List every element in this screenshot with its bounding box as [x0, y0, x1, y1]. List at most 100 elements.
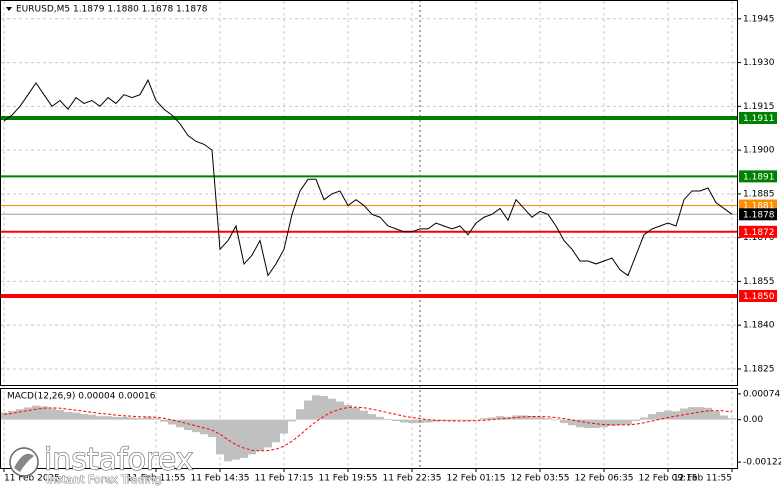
watermark-brand: instaforex [44, 443, 193, 478]
macd-bar [368, 414, 376, 420]
level-label: 1.1881 [743, 202, 775, 212]
macd-bar [24, 407, 32, 420]
macd-bar [128, 417, 136, 420]
labels: 1.19451.19301.19151.19001.18851.18701.18… [3, 14, 781, 484]
macd-bar [112, 416, 120, 420]
macd-bar [424, 419, 432, 423]
macd-bar [216, 419, 224, 455]
macd-bar [88, 414, 96, 420]
macd-bar [80, 414, 88, 420]
macd-bar [696, 407, 704, 420]
watermark-tagline: Instant Forex Trading [46, 473, 162, 486]
macd-bar [616, 419, 624, 426]
macd-bar [224, 419, 232, 462]
macd-bar [328, 398, 336, 420]
macd-bar [120, 416, 128, 420]
macd-bar [488, 417, 496, 420]
macd-bar [400, 419, 408, 423]
x-tick-label: 12 Feb 03:55 [510, 474, 569, 484]
level-label: 1.1872 [743, 228, 775, 238]
macd-bar [632, 419, 640, 422]
y-tick-label: 1.1930 [743, 58, 775, 68]
y-tick-label: 0.00 [743, 415, 763, 425]
level-label-box [739, 112, 777, 125]
macd-bar [592, 419, 600, 428]
macd-bar [272, 419, 280, 443]
macd-bar [408, 419, 416, 424]
macd-bar [376, 416, 384, 420]
macd-bar [552, 419, 560, 421]
watermark: instaforex Instant Forex Trading [9, 442, 194, 486]
macd-bar [496, 416, 504, 420]
y-tick-label: 1.1870 [743, 233, 775, 243]
macd-bar [568, 419, 576, 426]
macd-bar [712, 411, 720, 420]
macd-bar [160, 419, 168, 422]
y-tick-label: 1.1840 [743, 321, 775, 331]
macd-bar [56, 409, 64, 420]
macd-bar [392, 419, 400, 422]
level-label-box [739, 290, 777, 303]
macd-bar [32, 405, 40, 420]
macd-bar [136, 418, 144, 420]
macd-bar [256, 419, 264, 451]
macd-bar [528, 416, 536, 420]
x-tick-label: 11 Feb 17:15 [254, 474, 313, 484]
macd-bar [728, 418, 736, 420]
logo-swoosh [14, 453, 34, 472]
x-tick-label: 12 Feb 09:15 [638, 474, 697, 484]
macd-bar [384, 418, 392, 420]
x-tick-label: 12 Feb 11:55 [673, 474, 732, 484]
macd-bar [432, 419, 440, 422]
macd-bar [648, 414, 656, 420]
macd-bar [520, 415, 528, 420]
macd-bar [344, 405, 352, 420]
macd-bar [168, 419, 176, 425]
macd-bar [232, 419, 240, 460]
macd-bar [512, 415, 520, 420]
macd-bar [200, 419, 208, 435]
x-tick-label: 11 Feb 2025 [4, 474, 60, 484]
price-panel-border [0, 0, 738, 386]
macd-bar [448, 419, 456, 422]
macd-bar [480, 418, 488, 420]
macd-bar [544, 418, 552, 420]
macd-bar [304, 400, 312, 420]
macd-bar [352, 407, 360, 420]
last-price-box [739, 208, 777, 221]
macd-bar [624, 419, 632, 425]
macd-bar [248, 419, 256, 455]
macd-bar [536, 416, 544, 420]
grid [1, 1, 737, 468]
y-tick-label: 1.1825 [743, 364, 775, 374]
macd-bar [456, 419, 464, 421]
macd-bar [672, 411, 680, 420]
macd-bar [184, 419, 192, 431]
macd-bar [704, 407, 712, 420]
price-line [3, 78, 733, 277]
macd-bar [104, 416, 112, 420]
x-tick-label: 12 Feb 01:15 [446, 474, 505, 484]
macd-bar [296, 409, 304, 420]
macd-bar [472, 419, 480, 421]
macd-bar [176, 419, 184, 428]
level-label: 1.1850 [743, 292, 775, 302]
macd-bar [64, 411, 72, 420]
macd-bar [72, 412, 80, 420]
x-tick-label: 12 Feb 06:35 [574, 474, 633, 484]
macd-bar [584, 419, 592, 428]
macd-bar [576, 419, 584, 428]
macd-bar [264, 419, 272, 448]
macd-bar [48, 408, 56, 420]
macd-bar [600, 419, 608, 428]
macd-bar [152, 418, 160, 420]
macd-bar [336, 401, 344, 420]
chart-title: EURUSD,M5 1.1879 1.1880 1.1878 1.1878 [16, 5, 208, 15]
macd-bar [192, 419, 200, 433]
y-tick-label: 1.1945 [743, 14, 775, 24]
macd-bar [664, 410, 672, 420]
macd-bar [280, 419, 288, 434]
y-tick-label: 1.1885 [743, 189, 775, 199]
